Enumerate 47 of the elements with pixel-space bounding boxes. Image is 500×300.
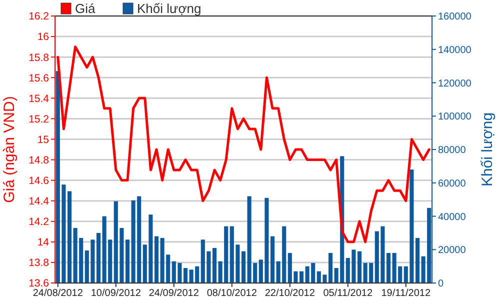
bar xyxy=(154,236,159,283)
y-tick-label: 15.4 xyxy=(28,92,50,105)
y-tick-label: 15.2 xyxy=(28,113,50,126)
bar xyxy=(125,240,130,283)
y-tick-label: 15 xyxy=(37,134,50,146)
bar xyxy=(357,251,362,283)
x-tick-label: 10/09/2012 xyxy=(90,288,142,299)
y2-tick-label: 60000 xyxy=(438,178,466,190)
y-tick-label: 13.6 xyxy=(28,278,50,290)
y-axis-title: Giá (ngàn VND) xyxy=(1,96,18,203)
y2-tick-label: 160000 xyxy=(438,12,472,22)
x-tick-label: 22/10/2012 xyxy=(264,288,316,299)
x-tick-label: 24/08/2012 xyxy=(32,288,84,299)
y-tick-label: 14 xyxy=(37,236,50,249)
y-tick-label: 16.2 xyxy=(28,10,50,23)
x-tick-label: 19/11/2012 xyxy=(381,288,431,299)
y2-tick-label: 100000 xyxy=(438,112,472,123)
y-tick-label: 14.6 xyxy=(28,174,50,187)
bar xyxy=(241,251,246,283)
y-tick-label: 15.8 xyxy=(28,52,50,64)
legend-label: Giá xyxy=(75,1,96,16)
bar xyxy=(386,252,391,283)
bar xyxy=(67,191,72,283)
bar xyxy=(328,252,333,283)
y2-tick-label: 80000 xyxy=(438,145,466,156)
y-tick-label: 14.4 xyxy=(28,196,50,208)
y2-axis-title: Khối lượng xyxy=(479,112,496,187)
y-tick-label: 15.6 xyxy=(28,72,50,84)
y2-tick-label: 40000 xyxy=(438,212,466,223)
y2-tick-label: 20000 xyxy=(438,245,466,256)
x-tick-label: 05/11/2012 xyxy=(323,288,373,299)
x-tick-label: 08/10/2012 xyxy=(206,288,258,299)
bar xyxy=(415,238,420,283)
y2-tick-label: 120000 xyxy=(438,78,472,90)
y-tick-label: 13.8 xyxy=(28,257,50,270)
x-tick-label: 24/09/2012 xyxy=(148,288,200,299)
bar xyxy=(183,268,188,283)
y-tick-label: 14.2 xyxy=(28,216,50,228)
legend-label: Khối lượng xyxy=(137,1,202,16)
y2-tick-label: 0 xyxy=(438,278,444,290)
y2-tick-label: 140000 xyxy=(438,44,472,56)
y-tick-label: 16 xyxy=(37,31,50,44)
y-tick-label: 14.8 xyxy=(28,154,50,166)
bar xyxy=(299,271,304,283)
bar xyxy=(270,236,275,283)
bar xyxy=(212,248,217,283)
bar xyxy=(96,232,101,283)
